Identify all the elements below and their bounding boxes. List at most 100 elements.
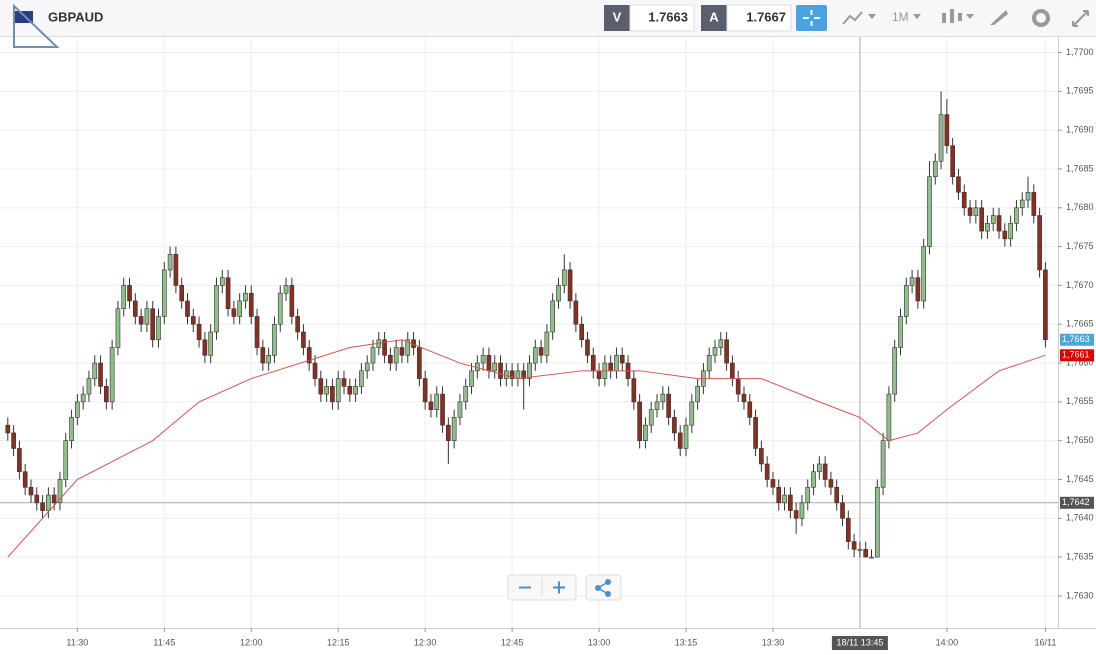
candle-body [150, 308, 156, 341]
candle-body [330, 386, 335, 403]
candle-body [515, 370, 521, 379]
candle-body [422, 378, 428, 403]
candle-body [364, 362, 370, 372]
candle-body [359, 370, 364, 387]
candle-body [469, 370, 474, 387]
candle-body [225, 277, 231, 310]
candle-body [817, 463, 822, 473]
candle-body [1008, 223, 1013, 240]
candle-body [480, 354, 486, 364]
candle-body [75, 401, 80, 418]
y-tick-label: 1,7680 [1066, 202, 1094, 212]
candle-body [932, 160, 938, 178]
candle-body [295, 316, 300, 333]
corner-tool [13, 3, 60, 48]
candle-body [185, 300, 190, 317]
candle-body [202, 339, 208, 356]
candle-body [718, 339, 724, 348]
x-tick-label: 11:45 [153, 637, 175, 647]
candle-body [179, 285, 185, 302]
dropdown-arrow [913, 14, 921, 19]
candle-body [985, 223, 990, 232]
candle-body [399, 347, 405, 356]
ask-badge[interactable] [701, 5, 727, 31]
dropdown-arrow [966, 14, 974, 19]
candle-body [190, 316, 196, 325]
candle-body [712, 347, 718, 356]
candle-body [869, 556, 874, 559]
candle-body [434, 393, 440, 410]
candle-body [277, 292, 283, 325]
x-tick-label: 16/11 [1034, 637, 1056, 647]
fullscreen-button[interactable] [1072, 10, 1089, 27]
y-tick-label: 1,7640 [1066, 513, 1094, 523]
candle-body [335, 378, 341, 403]
candle-body [903, 285, 909, 317]
candle-body [196, 323, 202, 341]
candle-body [214, 285, 219, 333]
zoom-in[interactable] [553, 581, 565, 594]
candle-body [886, 393, 892, 441]
candle-body [828, 479, 834, 488]
draw-button[interactable] [990, 10, 1008, 25]
moving-average [7, 339, 1046, 558]
candle-body [845, 518, 851, 542]
indicator-button[interactable] [842, 11, 863, 25]
settings-button[interactable] [1032, 9, 1050, 27]
candle-body [561, 269, 567, 286]
timeframe[interactable]: 1M [892, 10, 909, 24]
candle-body [237, 300, 242, 317]
candle-body [121, 285, 127, 310]
share-button[interactable] [595, 579, 611, 597]
y-tick-label: 1,7635 [1066, 552, 1094, 562]
crosshair-y-label: 1,7642 [1062, 497, 1090, 507]
crosshair-button[interactable] [796, 5, 827, 31]
candle-body [979, 207, 984, 232]
candle-body [260, 347, 266, 364]
candle-body [248, 292, 254, 317]
candle-body [1037, 215, 1042, 271]
candle-body [909, 277, 915, 286]
candle-body [301, 331, 306, 348]
candle-body [446, 424, 451, 441]
candle-body [451, 417, 457, 441]
price-marker-label: 1,7661 [1062, 350, 1090, 360]
candle-body [266, 354, 271, 364]
candle-body [643, 424, 648, 441]
candle-body [573, 300, 579, 325]
candle-body [231, 308, 237, 317]
candle-body [393, 347, 399, 364]
candle-body [1025, 191, 1031, 201]
candle-body [550, 300, 556, 333]
bid-label: V [613, 9, 622, 24]
candle-body [509, 370, 515, 379]
dropdown-arrow [868, 14, 876, 19]
candle-body [1031, 191, 1037, 216]
candle-body [324, 386, 329, 395]
candle-body [805, 486, 811, 504]
candle-body [921, 246, 927, 302]
candle-body [80, 393, 86, 403]
candle-body [608, 362, 613, 372]
candle-body [874, 486, 880, 558]
y-tick-label: 1,7630 [1066, 590, 1094, 600]
candle-body [5, 424, 11, 434]
candle-body [990, 215, 996, 224]
candle-body [956, 176, 961, 193]
y-tick-label: 1,7675 [1066, 241, 1094, 251]
candle-body [98, 362, 103, 387]
bid-price: 1.7663 [648, 9, 688, 24]
candle-body [254, 316, 260, 348]
candle-body [648, 409, 654, 426]
ask-label: A [709, 9, 719, 24]
chart-type-button[interactable] [942, 9, 962, 23]
candle-body [590, 354, 596, 372]
candle-body [556, 285, 561, 302]
candle-body [631, 378, 637, 403]
candle-body [880, 440, 886, 488]
candle-body [950, 145, 955, 178]
bid-badge[interactable] [604, 5, 630, 31]
candle-body [92, 362, 98, 379]
candle-body [567, 269, 573, 302]
